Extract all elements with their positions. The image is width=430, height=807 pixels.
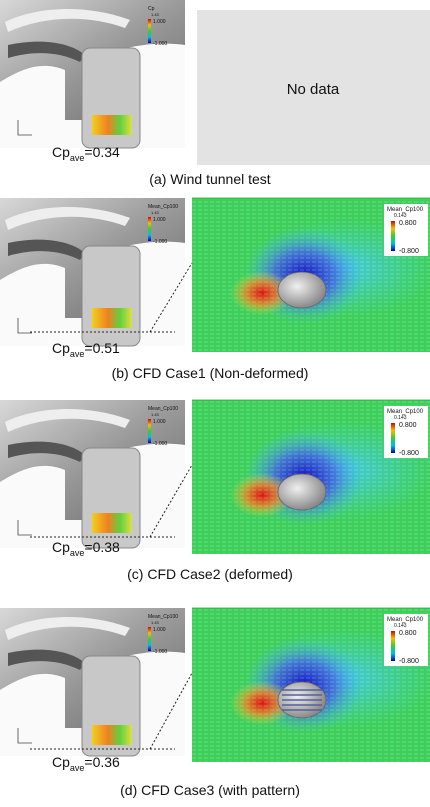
cp-symbol: Cp xyxy=(52,754,70,770)
legend-sub: 0.143 xyxy=(394,213,407,219)
legend-top: 1.000 xyxy=(153,627,166,633)
cp-value: =0.51 xyxy=(84,340,120,356)
color-bar xyxy=(148,627,151,651)
panel: Cp 1.43 1.000 -1.000 No data Cpave=0.34 (a) Wi… xyxy=(0,0,430,187)
no-data-text: No data xyxy=(287,81,340,98)
tire xyxy=(278,474,326,510)
cp-value: =0.38 xyxy=(84,539,120,555)
color-bar xyxy=(391,631,395,661)
cp-subscript: ave xyxy=(70,763,85,773)
legend-sub: 1.43 xyxy=(151,210,160,215)
caption: (d) CFD Case3 (with pattern) xyxy=(120,782,300,798)
caption: (a) Wind tunnel test xyxy=(149,171,270,187)
legend-top: 1.000 xyxy=(153,217,166,223)
legend-bottom: -1.000 xyxy=(153,649,167,655)
legend-sub: 0.143 xyxy=(394,623,407,629)
legend-sub: 0.143 xyxy=(394,415,407,421)
legend-bottom: -1.000 xyxy=(153,441,167,447)
legend-bottom: -0.800 xyxy=(399,450,419,457)
panel: Mean_Cp1001.431.000-1.000Mean_Cp1000.143… xyxy=(0,198,430,381)
pressure-strip xyxy=(92,513,132,533)
legend-bottom: -1.000 xyxy=(153,41,167,47)
cp-subscript: ave xyxy=(70,349,85,359)
legend-bottom: -0.800 xyxy=(399,248,419,255)
cp-average: Cpave=0.34 xyxy=(52,144,120,163)
color-bar xyxy=(148,19,151,43)
legend-bottom: -1.000 xyxy=(153,239,167,245)
cp-subscript: ave xyxy=(70,153,85,163)
legend-top: 0.800 xyxy=(399,630,417,637)
color-bar xyxy=(148,217,151,241)
legend-sub: 1.43 xyxy=(151,12,160,17)
legend-top: 0.800 xyxy=(399,220,417,227)
cp-symbol: Cp xyxy=(52,539,70,555)
pressure-strip xyxy=(92,725,132,745)
color-bar xyxy=(391,423,395,453)
legend-sub: 1.43 xyxy=(151,412,160,417)
panel: Mean_Cp1001.431.000-1.000Mean_Cp1000.143… xyxy=(0,400,430,582)
cp-average: Cpave=0.51 xyxy=(52,340,120,359)
cp-subscript: ave xyxy=(70,548,85,558)
color-bar xyxy=(391,221,395,251)
cp-value: =0.36 xyxy=(84,754,120,770)
figure: Cp1.431.000-1.000No dataCpave=0.34(a) Wi… xyxy=(0,0,430,807)
caption: (c) CFD Case2 (deformed) xyxy=(127,566,293,582)
color-bar xyxy=(148,419,151,443)
tire xyxy=(278,272,326,308)
cp-symbol: Cp xyxy=(52,144,70,160)
legend-top: 0.800 xyxy=(399,422,417,429)
legend-sub: 1.43 xyxy=(151,620,160,625)
pressure-strip xyxy=(92,115,132,135)
caption: (b) CFD Case1 (Non-deformed) xyxy=(112,365,309,381)
cp-average: Cpave=0.38 xyxy=(52,539,120,558)
cp-value: =0.34 xyxy=(84,144,120,160)
pressure-strip xyxy=(92,308,132,328)
wheel-well xyxy=(82,246,140,346)
car-image: Cp1.431.000-1.000 xyxy=(0,0,185,148)
legend-bottom: -0.800 xyxy=(399,658,419,665)
cp-symbol: Cp xyxy=(52,340,70,356)
cp-average: Cpave=0.36 xyxy=(52,754,120,773)
legend-top: 1.000 xyxy=(153,19,166,25)
legend-top: 1.000 xyxy=(153,419,166,425)
panel: Mean_Cp1001.431.000-1.000Mean_Cp1000.143… xyxy=(0,608,430,798)
